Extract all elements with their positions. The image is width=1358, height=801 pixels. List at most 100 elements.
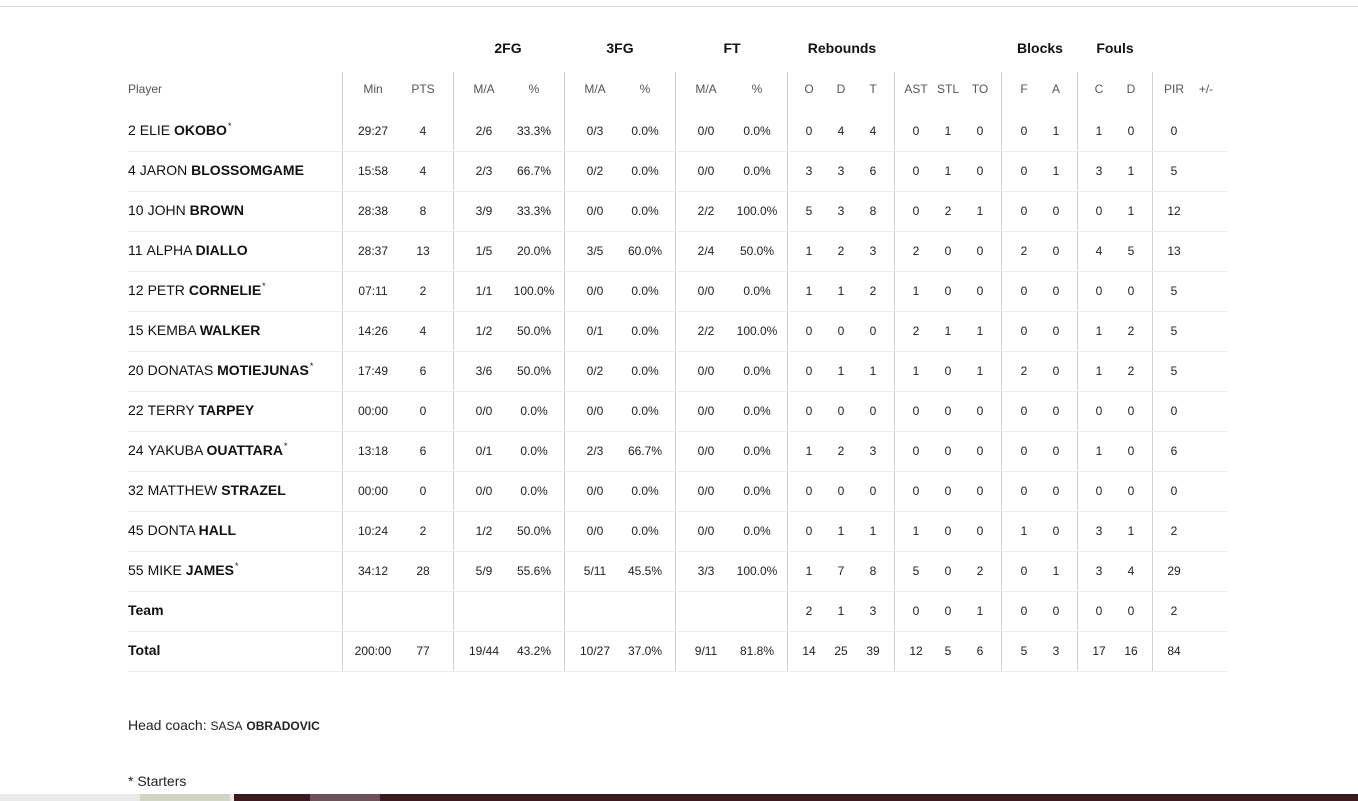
group-header-row: 2FG 3FG FT Rebounds Blocks Fouls [128,40,1228,60]
player-last-name: JAMES [185,562,234,578]
stat-reb-o: 1 [805,284,813,298]
stat-fg2-pct: 0.0% [520,444,548,458]
stat-fg2-ma: 1/2 [475,524,493,538]
head-coach-first-name: SASA [210,719,243,733]
player-name: 32 MATTHEW STRAZEL [128,482,287,498]
stat-ast: 1 [912,524,920,538]
stat-pts: 77 [416,644,430,658]
player-number: 11 [128,242,143,258]
stat-ft-ma: 0/0 [697,524,715,538]
stat-pir: 0 [1170,484,1178,498]
stat-ft-pct: 81.8% [739,644,775,658]
stat-pir: 84 [1167,644,1181,658]
stat-ast: 0 [912,404,920,418]
column-divider [675,72,676,672]
stat-fg3-pct: 0.0% [631,164,659,178]
stat-ft-pct: 0.0% [743,284,771,298]
stat-blk-f: 0 [1020,324,1028,338]
stat-reb-o: 1 [805,244,813,258]
stat-min: 200:00 [354,644,392,658]
stat-foul-c: 1 [1095,364,1103,378]
stat-ft-ma: 2/2 [697,204,715,218]
table-row: 4 JARON BLOSSOMGAME 15:58 4 2/3 66.7% 0/2 0.0% 0… [128,152,1228,192]
stat-fg3-pct: 0.0% [631,204,659,218]
stat-fg3-ma: 0/2 [586,364,604,378]
stat-ft-ma: 0/0 [697,164,715,178]
stat-min: 14:26 [357,324,389,338]
column-header-ft-ma: M/A [695,82,717,96]
stat-fg2-ma: 5/9 [475,564,493,578]
table-row: 24 YAKUBA OUATTARA* 13:18 6 0/1 0.0% 2/3 66.7% 0… [128,432,1228,472]
stat-blk-f: 0 [1020,404,1028,418]
stat-pts: 6 [419,444,427,458]
stat-min: 13:18 [357,444,389,458]
stat-blk-a: 1 [1052,164,1060,178]
stat-fg3-ma: 0/0 [586,404,604,418]
column-header-stl: STL [936,82,959,96]
stat-blk-a: 0 [1052,484,1060,498]
stat-blk-a: 0 [1052,364,1060,378]
stat-reb-d: 3 [837,204,845,218]
stat-fg2-ma: 2/6 [475,124,493,138]
stat-fg2-pct: 50.0% [516,364,552,378]
stat-ft-pct: 0.0% [743,364,771,378]
stat-ft-ma: 9/11 [694,644,718,658]
table-body: 2 ELIE OKOBO* 29:27 4 2/6 33.3% 0/3 0.0% 0/0 0.0%… [128,112,1228,672]
stat-stl: 0 [944,364,952,378]
column-header-fg3-ma: M/A [584,82,606,96]
stat-reb-t: 3 [869,444,877,458]
stat-ft-pct: 100.0% [736,564,778,578]
stat-fg3-ma: 0/0 [586,484,604,498]
head-coach-last-name: OBRADOVIC [246,719,320,733]
column-header-reb-o: O [804,82,814,96]
stat-blk-f: 0 [1020,564,1028,578]
stat-fg2-ma: 3/9 [475,204,493,218]
column-header-reb-t: T [869,82,877,96]
stat-stl: 0 [944,604,952,618]
player-number: 15 [128,322,144,338]
player-name: 2 ELIE OKOBO* [128,121,231,138]
stat-reb-t: 4 [869,124,877,138]
stat-foul-d: 2 [1127,364,1135,378]
player-last-name: BLOSSOMGAME [191,162,304,178]
stat-to: 1 [976,324,984,338]
stat-fg2-pct: 0.0% [520,484,548,498]
stat-ft-ma: 0/0 [697,404,715,418]
stat-reb-t: 0 [869,404,877,418]
stat-pts: 13 [416,244,430,258]
group-header-fouls: Fouls [1096,40,1134,56]
stat-fg3-pct: 0.0% [631,524,659,538]
stat-blk-a: 1 [1052,564,1060,578]
stat-foul-c: 0 [1095,484,1103,498]
player-first-name: KEMBA [147,322,196,338]
stat-fg2-pct: 50.0% [516,524,552,538]
stat-ft-pct: 0.0% [743,404,771,418]
stat-reb-d: 2 [837,244,845,258]
starter-marker: * [234,561,239,571]
stat-ast: 0 [912,604,920,618]
stat-fg3-ma: 0/0 [586,204,604,218]
player-last-name: DIALLO [195,242,248,258]
stat-reb-d: 4 [837,124,845,138]
column-header-ast: AST [904,82,928,96]
group-header-blocks: Blocks [1017,40,1063,56]
stat-ast: 1 [912,284,920,298]
stat-foul-d: 5 [1127,244,1135,258]
starter-marker: * [283,441,288,451]
stat-fg2-pct: 66.7% [516,164,552,178]
player-last-name: CORNELIE [188,282,262,298]
player-last-name: HALL [198,522,236,538]
stat-fg3-ma: 0/3 [586,124,604,138]
stat-fg3-ma: 2/3 [586,444,604,458]
column-header-pir: PIR [1163,82,1184,96]
stat-reb-d: 1 [837,284,845,298]
stat-stl: 2 [944,204,952,218]
stat-reb-t: 1 [869,364,877,378]
stat-to: 0 [976,124,984,138]
stat-foul-d: 0 [1127,604,1135,618]
player-last-name: MOTIEJUNAS [217,362,309,378]
stat-ft-pct: 100.0% [736,324,778,338]
stat-foul-d: 0 [1127,284,1135,298]
column-header-min: Min [363,82,383,96]
stat-reb-o: 14 [802,644,816,658]
